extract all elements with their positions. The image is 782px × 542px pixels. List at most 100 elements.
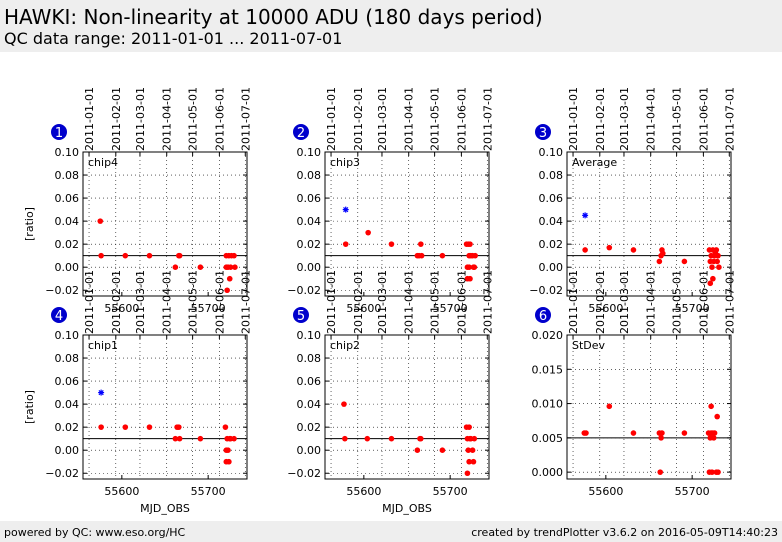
x-tick-label: 55700 xyxy=(191,302,226,315)
data-point xyxy=(418,241,424,247)
y-tick-label: 0.10 xyxy=(539,146,564,159)
date-tick-label: 2011-04-01 xyxy=(403,270,416,334)
data-point xyxy=(172,435,179,442)
panel-badge-number: 5 xyxy=(297,309,305,324)
panel-label: chip2 xyxy=(330,339,360,352)
data-point xyxy=(709,469,715,475)
y-axis-label: [ratio] xyxy=(23,207,36,241)
y-tick-label: 0.00 xyxy=(297,444,322,457)
y-axis-label: [ratio] xyxy=(23,390,36,424)
data-point xyxy=(467,241,473,247)
y-tick-label: 0.08 xyxy=(539,169,564,182)
panel-badge xyxy=(535,124,551,140)
star-stroke xyxy=(343,206,349,213)
y-tick-label: −0.02 xyxy=(287,284,321,297)
star-point xyxy=(582,212,589,219)
data-point xyxy=(98,252,104,259)
date-tick-label: 2011-05-01 xyxy=(429,87,442,151)
data-point xyxy=(226,275,233,282)
date-tick-label: 2011-04-01 xyxy=(645,270,658,334)
plot-frame xyxy=(82,151,248,297)
y-tick-label: 0.08 xyxy=(55,169,80,182)
x-tick-label: 55600 xyxy=(104,485,139,498)
data-point xyxy=(656,258,663,265)
date-tick-label: 2011-07-01 xyxy=(239,87,252,151)
date-tick-label: 2011-07-01 xyxy=(723,270,736,334)
y-tick-label: 0.02 xyxy=(55,421,80,434)
date-tick-label: 2011-03-01 xyxy=(618,87,631,151)
data-point xyxy=(658,435,664,441)
date-tick-label: 2011-01-01 xyxy=(567,87,580,151)
x-axis-label: MJD_OBS xyxy=(382,502,432,515)
x-tick-label: 55700 xyxy=(675,485,710,498)
footer-version: created by trendPlotter v3.6.2 on 2016-0… xyxy=(471,526,778,539)
y-tick-label: 0.06 xyxy=(539,192,564,205)
data-point xyxy=(418,252,425,259)
panel-1 xyxy=(51,124,248,297)
y-tick-label: 0.10 xyxy=(297,329,322,342)
data-point xyxy=(176,252,183,259)
panel-badge xyxy=(293,124,309,140)
data-point xyxy=(365,229,371,236)
data-point xyxy=(681,430,688,436)
date-tick-label: 2011-03-01 xyxy=(376,270,389,334)
data-point xyxy=(583,430,589,436)
y-tick-label: 0.015 xyxy=(532,363,564,376)
data-point xyxy=(710,435,717,441)
panel-4 xyxy=(51,307,248,480)
data-point xyxy=(197,435,204,442)
plot-frame xyxy=(82,334,248,480)
data-point xyxy=(469,447,476,454)
data-point xyxy=(711,430,718,436)
star-stroke xyxy=(582,212,588,218)
y-tick-label: 0.010 xyxy=(532,398,564,411)
date-tick-label: 2011-07-01 xyxy=(239,270,252,334)
panel-label: chip1 xyxy=(88,339,118,352)
y-tick-label: −0.02 xyxy=(529,284,563,297)
y-tick-label: 0.00 xyxy=(55,261,80,274)
data-point xyxy=(714,258,720,265)
data-point xyxy=(172,264,179,271)
y-tick-label: 0.005 xyxy=(532,432,564,445)
date-tick-label: 2011-01-01 xyxy=(83,87,96,151)
date-tick-label: 2011-02-01 xyxy=(352,270,365,334)
date-tick-label: 2011-02-01 xyxy=(594,270,607,334)
data-point xyxy=(466,458,472,465)
data-point xyxy=(466,424,472,430)
y-tick-label: 0.02 xyxy=(297,238,322,251)
data-point xyxy=(606,403,613,410)
data-point xyxy=(341,401,347,407)
y-tick-label: 0.08 xyxy=(297,352,322,365)
panel-badge-number: 6 xyxy=(539,309,547,324)
panel-6 xyxy=(535,307,732,480)
header-bar: HAWKI: Non-linearity at 10000 ADU (180 d… xyxy=(0,0,782,52)
data-point xyxy=(122,252,129,259)
date-tick-label: 2011-05-01 xyxy=(671,270,684,334)
plot-frame xyxy=(324,334,490,480)
panel-2 xyxy=(293,124,490,297)
x-tick-label: 55600 xyxy=(104,302,139,315)
data-point xyxy=(630,247,637,253)
y-tick-label: 0.00 xyxy=(297,261,322,274)
panel-3 xyxy=(535,124,732,297)
data-point xyxy=(388,241,395,247)
data-point xyxy=(197,264,204,271)
panel-label: StDev xyxy=(572,339,606,352)
y-tick-label: 0.02 xyxy=(55,238,80,251)
data-point xyxy=(226,458,232,465)
data-point xyxy=(465,447,472,454)
date-tick-label: 2011-02-01 xyxy=(352,87,365,151)
y-tick-label: 0.10 xyxy=(297,146,322,159)
y-tick-label: 0.08 xyxy=(55,352,80,365)
date-tick-label: 2011-03-01 xyxy=(134,270,147,334)
date-tick-label: 2011-01-01 xyxy=(325,270,338,334)
y-tick-label: −0.02 xyxy=(45,284,79,297)
date-tick-label: 2011-01-01 xyxy=(567,270,580,334)
data-point xyxy=(466,264,472,271)
date-tick-label: 2011-02-01 xyxy=(594,87,607,151)
y-tick-label: −0.02 xyxy=(287,467,321,480)
data-point xyxy=(232,264,238,271)
date-tick-label: 2011-02-01 xyxy=(110,87,123,151)
y-tick-label: 0.04 xyxy=(539,215,564,228)
plot-frame xyxy=(566,151,732,297)
